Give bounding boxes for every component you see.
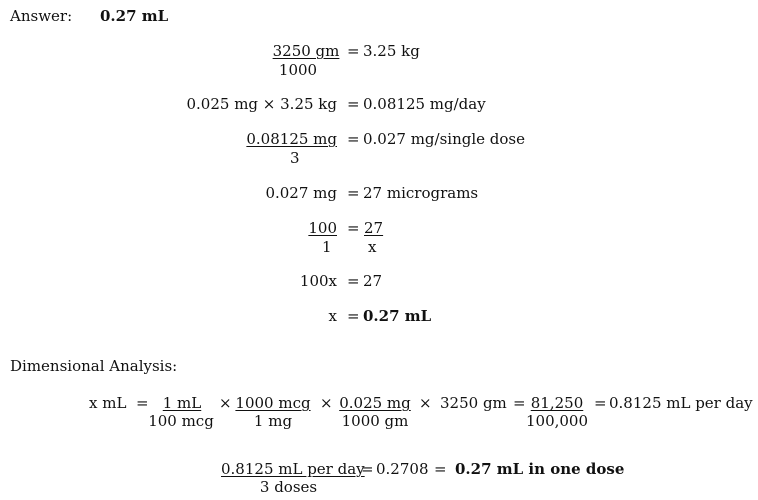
ratio-equals: = [347, 219, 360, 237]
weight-equals: = [347, 42, 360, 60]
convert-lhs: 0.027 mg [265, 184, 337, 202]
factor-1-numerator: 1 mL [162, 394, 202, 412]
cross-result: 27 [363, 272, 383, 290]
solve-equals: = [347, 307, 360, 325]
ratio-rhs-denominator: x [368, 238, 377, 256]
dimensional-heading: Dimensional Analysis: [10, 357, 178, 375]
single-denominator: 3 [290, 149, 300, 167]
factor-2-numerator: 1000 mcg [235, 394, 311, 412]
dose-equals-2: = [434, 460, 447, 478]
dose-result: 0.27 mL in one dose [455, 460, 625, 478]
factor-4: 3250 gm [440, 394, 507, 412]
single-result: 0.027 mg/single dose [363, 130, 525, 148]
single-numerator: 0.08125 mg [246, 130, 337, 148]
cross-equals: = [347, 272, 360, 290]
factor-3-denominator: 1000 gm [341, 412, 409, 430]
daily-equals: = [347, 95, 360, 113]
factor-5-denominator: 100,000 [525, 412, 589, 430]
answer-label: Answer: [10, 7, 73, 25]
ratio-rhs-numerator: 27 [364, 219, 384, 237]
dim-lhs: x mL [89, 394, 127, 412]
ratio-lhs-denominator: 1 [322, 238, 332, 256]
dose-numerator: 0.8125 mL per day [221, 460, 365, 478]
dim-result: 0.8125 mL per day [609, 394, 753, 412]
convert-equals: = [347, 184, 360, 202]
factor-2-denominator: 1 mg [253, 412, 293, 430]
solve-result: 0.27 mL [363, 307, 432, 325]
factor-5-numerator: 81,250 [530, 394, 584, 412]
single-equals: = [347, 130, 360, 148]
dim-equals-1: = [136, 394, 149, 412]
dim-equals-2: = [513, 394, 526, 412]
weight-denominator: 1000 [278, 61, 318, 79]
dose-denominator: 3 doses [259, 478, 318, 496]
cross-lhs: 100x [299, 272, 337, 290]
times-sign-2: × [320, 394, 333, 412]
weight-numerator: 3250 gm [272, 42, 340, 60]
times-sign-3: × [419, 394, 432, 412]
solve-lhs: x [328, 307, 337, 325]
answer-value: 0.27 mL [100, 7, 169, 25]
dose-value: 0.2708 [376, 460, 429, 478]
weight-result: 3.25 kg [363, 42, 420, 60]
factor-3-numerator: 0.025 mg [339, 394, 411, 412]
factor-1-denominator: 100 mcg [148, 412, 214, 430]
dose-equals-1: = [361, 460, 374, 478]
daily-result: 0.08125 mg/day [363, 95, 486, 113]
convert-result: 27 micrograms [363, 184, 479, 202]
times-sign-1: × [219, 394, 232, 412]
dim-equals-3: = [594, 394, 607, 412]
daily-lhs: 0.025 mg × 3.25 kg [186, 95, 338, 113]
ratio-lhs-numerator: 100 [308, 219, 337, 237]
